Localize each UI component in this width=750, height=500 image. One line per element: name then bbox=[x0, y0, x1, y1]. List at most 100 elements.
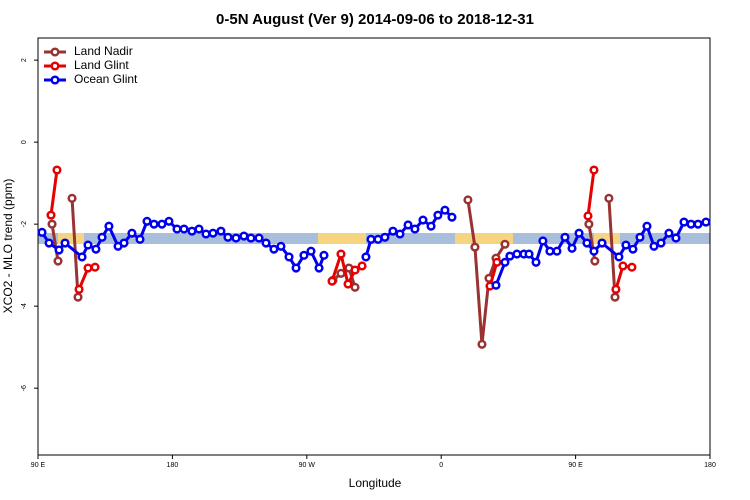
point bbox=[701, 217, 711, 227]
point bbox=[97, 232, 107, 242]
point bbox=[284, 252, 294, 262]
point bbox=[649, 241, 659, 251]
legend-label: Land Glint bbox=[74, 58, 129, 72]
x-axis-label: Longitude bbox=[349, 476, 402, 490]
y-tick-label: -2 bbox=[21, 221, 28, 227]
point bbox=[60, 238, 70, 248]
point bbox=[433, 210, 443, 220]
point bbox=[693, 219, 703, 229]
x-tick-label: 180 bbox=[704, 462, 716, 469]
chart-title: 0-5N August (Ver 9) 2014-09-06 to 2018-1… bbox=[216, 11, 534, 28]
point bbox=[491, 280, 501, 290]
point bbox=[343, 279, 353, 289]
point bbox=[583, 211, 593, 221]
point bbox=[306, 246, 316, 256]
point bbox=[524, 249, 534, 259]
point bbox=[261, 238, 271, 248]
point bbox=[216, 226, 226, 236]
point bbox=[91, 244, 101, 254]
point bbox=[77, 252, 87, 262]
point bbox=[357, 261, 367, 271]
point bbox=[395, 229, 405, 239]
point bbox=[336, 268, 346, 278]
point bbox=[614, 252, 624, 262]
point bbox=[604, 193, 614, 203]
y-tick-label: 0 bbox=[21, 140, 28, 144]
point bbox=[538, 236, 548, 246]
point bbox=[54, 245, 64, 255]
point bbox=[269, 244, 279, 254]
y-tick-label: -6 bbox=[21, 385, 28, 391]
point bbox=[319, 250, 329, 260]
point bbox=[187, 226, 197, 236]
land-band bbox=[455, 233, 513, 244]
point bbox=[611, 284, 621, 294]
point bbox=[582, 238, 592, 248]
point bbox=[157, 219, 167, 229]
point bbox=[37, 227, 47, 237]
legend-label: Land Nadir bbox=[74, 44, 133, 58]
point bbox=[179, 224, 189, 234]
point bbox=[149, 219, 159, 229]
point bbox=[127, 228, 137, 238]
point bbox=[403, 220, 413, 230]
point bbox=[621, 240, 631, 250]
point bbox=[610, 292, 620, 302]
legend-marker bbox=[50, 61, 60, 71]
plot-area bbox=[38, 38, 710, 455]
point bbox=[276, 241, 286, 251]
x-tick-label: 90 E bbox=[568, 462, 583, 469]
point bbox=[299, 250, 309, 260]
point bbox=[627, 262, 637, 272]
point bbox=[119, 238, 129, 248]
point bbox=[47, 219, 57, 229]
point bbox=[223, 232, 233, 242]
point bbox=[531, 257, 541, 267]
point bbox=[470, 242, 480, 252]
point bbox=[642, 221, 652, 231]
series-group bbox=[37, 165, 711, 349]
point bbox=[505, 251, 515, 261]
point bbox=[686, 219, 696, 229]
point bbox=[545, 246, 555, 256]
point bbox=[418, 215, 428, 225]
point bbox=[589, 246, 599, 256]
point bbox=[194, 224, 204, 234]
point bbox=[361, 252, 371, 262]
point bbox=[44, 238, 54, 248]
point bbox=[635, 232, 645, 242]
legend-marker bbox=[50, 47, 60, 57]
point bbox=[500, 239, 510, 249]
point bbox=[90, 262, 100, 272]
point bbox=[671, 233, 681, 243]
legend-marker bbox=[50, 75, 60, 85]
point bbox=[239, 231, 249, 241]
point bbox=[656, 238, 666, 248]
point bbox=[350, 265, 360, 275]
point bbox=[492, 257, 502, 267]
land-band bbox=[58, 233, 84, 244]
point bbox=[135, 234, 145, 244]
point bbox=[584, 219, 594, 229]
point bbox=[664, 228, 674, 238]
point bbox=[388, 226, 398, 236]
point bbox=[350, 282, 360, 292]
point bbox=[83, 240, 93, 250]
x-tick-label: 0 bbox=[439, 462, 443, 469]
point bbox=[291, 263, 301, 273]
point bbox=[172, 224, 182, 234]
point bbox=[164, 216, 174, 226]
point bbox=[512, 249, 522, 259]
land-band bbox=[594, 233, 620, 244]
point bbox=[410, 224, 420, 234]
point bbox=[52, 165, 62, 175]
y-tick-label: 2 bbox=[21, 58, 28, 62]
land-band bbox=[318, 233, 366, 244]
point bbox=[327, 276, 337, 286]
point bbox=[73, 292, 83, 302]
point bbox=[83, 263, 93, 273]
legend-label: Ocean Glint bbox=[74, 72, 138, 86]
x-tick-label: 180 bbox=[167, 462, 179, 469]
point bbox=[574, 228, 584, 238]
